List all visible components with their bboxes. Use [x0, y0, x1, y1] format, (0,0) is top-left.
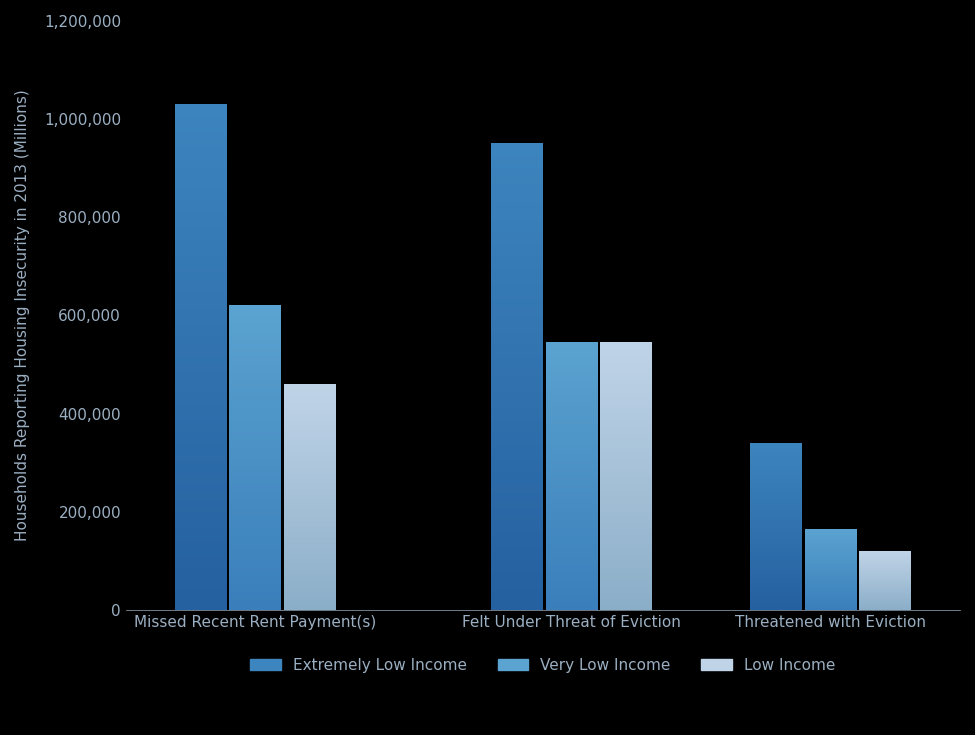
Y-axis label: Households Reporting Housing Insecurity in 2013 (Millions): Households Reporting Housing Insecurity … [15, 90, 30, 542]
Legend: Extremely Low Income, Very Low Income, Low Income: Extremely Low Income, Very Low Income, L… [244, 652, 841, 679]
